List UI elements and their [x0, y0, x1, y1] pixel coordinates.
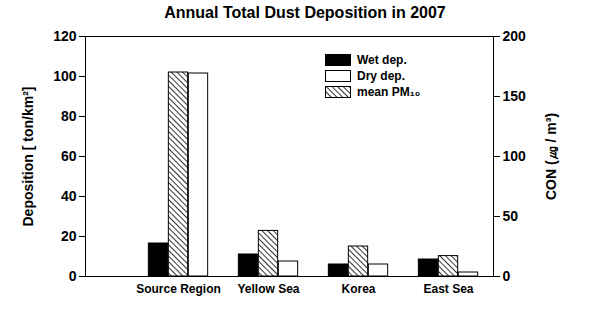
- svg-text:50: 50: [503, 208, 519, 224]
- svg-text:80: 80: [61, 108, 77, 124]
- html-text:Annual Total Dust Deposition i: Annual Total Dust Deposition in 2007: [164, 4, 446, 21]
- svg-text:Deposition [ ton/km²]: Deposition [ ton/km²]: [20, 87, 36, 227]
- svg-text:40: 40: [61, 188, 77, 204]
- html-text:Wet dep.: Wet dep.: [357, 53, 407, 67]
- svg-text:60: 60: [61, 148, 77, 164]
- svg-text:CON (㎍ / m³): CON (㎍ / m³): [543, 113, 559, 200]
- svg-text:0: 0: [503, 268, 511, 284]
- svg-text:20: 20: [61, 228, 77, 244]
- svg-text:0: 0: [69, 268, 77, 284]
- svg-text:100: 100: [53, 68, 77, 84]
- svg-text:East Sea: East Sea: [423, 282, 473, 296]
- html-text:Dry dep.: Dry dep.: [357, 69, 405, 83]
- svg-text:Source Region: Source Region: [136, 282, 221, 296]
- html-text:mean PM₁₀: mean PM₁₀: [357, 85, 421, 99]
- svg-text:120: 120: [53, 28, 77, 44]
- svg-text:Korea: Korea: [341, 282, 375, 296]
- svg-text:200: 200: [503, 28, 527, 44]
- svg-text:Yellow Sea: Yellow Sea: [237, 282, 299, 296]
- svg-text:100: 100: [503, 148, 527, 164]
- svg-text:150: 150: [503, 88, 527, 104]
